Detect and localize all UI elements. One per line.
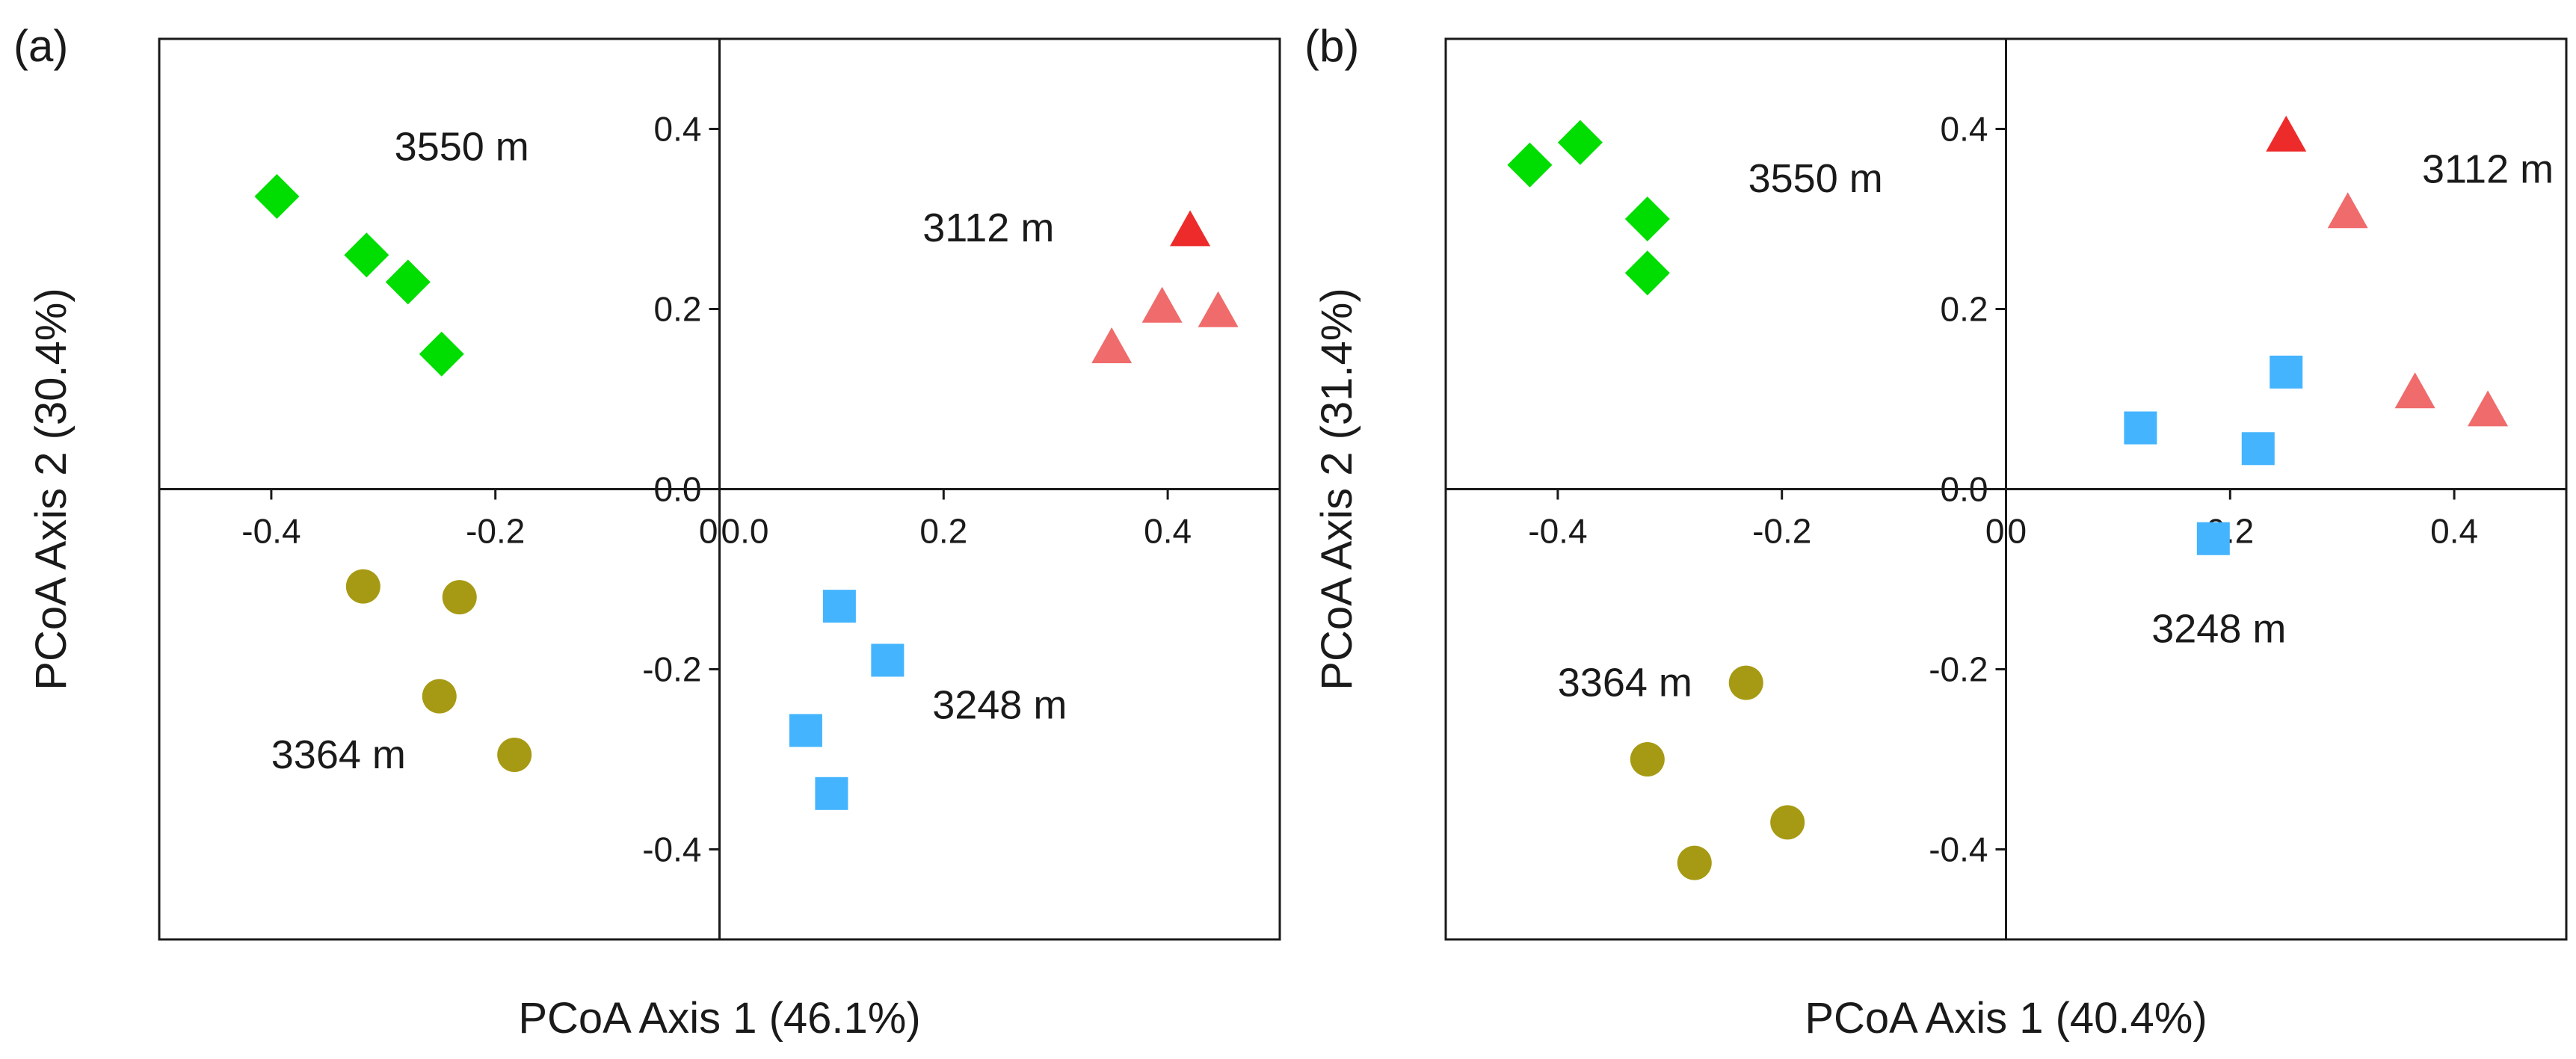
circle-point [1728,665,1763,700]
square-point [2124,411,2157,445]
diamond-point [419,331,464,377]
triangle-point [2266,115,2307,152]
square-point [815,777,848,810]
y-tick-label: -0.2 [642,650,701,689]
x-axis-title: PCoA Axis 1 (46.1%) [518,994,920,1043]
series-3364-m: 3364 m [271,569,532,777]
x-axis-title: PCoA Axis 1 (40.4%) [1805,994,2207,1043]
x-tick-label: 0 [1985,512,2005,551]
group-label: 3550 m [1748,156,1883,201]
square-point [2196,522,2230,555]
diamond-point [1507,142,1553,188]
diamond-point [385,259,431,305]
x-tick-label: -0.4 [1528,512,1587,551]
triangle-point [1141,286,1183,323]
y-axis-title: PCoA Axis 2 (31.4%) [1313,288,1361,690]
circle-point [497,737,532,772]
diamond-point [344,232,389,278]
triangle-point [1198,291,1239,327]
series-3364-m: 3364 m [1558,661,1805,880]
group-label: 3364 m [1558,661,1692,706]
x-tick-label: 0.4 [2430,512,2478,551]
group-label: 3248 m [2151,606,2286,651]
panel-a: -0.4 -0.2 0 0.0 0.2 0.4 0.4 0.2 0.0 -0.2 -0.4 (a) PC… [13,21,1281,1043]
x-tick-label: 0 [2008,512,2027,551]
square-point [822,590,856,623]
triangle-point [2327,192,2368,229]
triangle-point [1170,210,1211,247]
y-tick-label: 0.4 [1941,110,1988,149]
diamond-point [1624,250,1670,296]
x-tick-label: 0.4 [1144,512,1192,551]
series-3550-m: 3550 m [1507,120,1883,296]
y-tick-label: -0.4 [1929,830,1988,869]
square-point [2241,432,2275,466]
x-tick-label: -0.2 [466,512,525,551]
y-tick-label: -0.2 [1929,650,1988,689]
series-3112-m: 3112 m [2266,115,2554,427]
square-point [871,643,905,677]
y-axis-title: PCoA Axis 2 (30.4%) [27,288,76,690]
triangle-point [2468,390,2509,427]
triangle-point [1091,327,1133,363]
y-tick-label: 0.0 [1941,470,1988,509]
y-tick-label: 0.0 [654,470,702,509]
diamond-point [1557,120,1603,165]
x-tick-label: 0.2 [919,512,967,551]
y-tick-label: 0.2 [654,290,702,329]
diamond-point [1624,197,1670,241]
series-3550-m: 3550 m [254,125,529,377]
series-3248-m: 3248 m [789,590,1067,810]
group-label: 3112 m [2422,147,2554,192]
y-tick-label: 0.4 [654,110,702,149]
series-3248-m: 3248 m [2124,355,2303,651]
x-tick-label: -0.4 [241,512,301,551]
group-label: 3364 m [271,732,406,777]
x-tick-label: 0 [699,512,718,551]
triangle-point [2394,372,2435,409]
x-tick-label: 0.0 [721,512,769,551]
y-tick-label: -0.4 [642,830,701,869]
series-3112-m: 3112 m [922,206,1239,363]
square-point [789,714,822,747]
square-point [2270,355,2303,389]
panel-b: -0.4 -0.2 0 0 0.2 0.40.40.20.0-0.2-0.4(b)PCoA… [1304,21,2568,1043]
panel-label: (b) [1304,21,1359,71]
group-label: 3248 m [932,683,1067,728]
circle-point [422,679,457,714]
x-tick-label: -0.2 [1752,512,1811,551]
circle-point [1677,845,1712,880]
panel-label: (a) [13,21,68,71]
circle-point [1770,805,1805,840]
y-tick-label: 0.2 [1941,290,1988,329]
circle-point [1630,742,1665,777]
circle-point [345,569,380,604]
group-label: 3550 m [395,125,529,170]
group-label: 3112 m [922,206,1054,250]
circle-point [442,580,477,615]
diamond-point [254,173,300,219]
